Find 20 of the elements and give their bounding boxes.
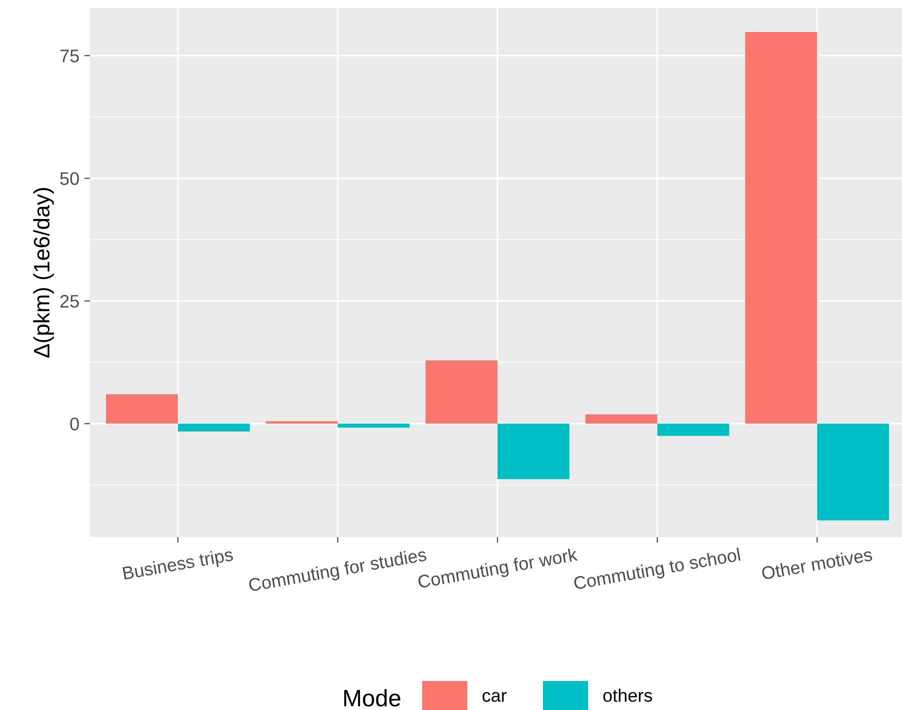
bar	[585, 414, 658, 424]
legend-label: others	[603, 688, 652, 702]
y-tick-label: 50	[60, 172, 79, 185]
bar	[178, 424, 250, 432]
bar	[266, 421, 338, 424]
x-tick-label: Other motives	[761, 548, 873, 580]
bar	[817, 424, 890, 520]
bar	[106, 394, 178, 424]
bar	[426, 360, 498, 424]
legend-label: car	[482, 692, 507, 702]
bar	[657, 424, 730, 436]
bar	[498, 424, 570, 480]
y-tick-label: 25	[60, 294, 79, 308]
bar	[338, 424, 410, 428]
bar	[745, 32, 818, 424]
y-axis-title: Δ(pkm) (1e6/day)	[33, 188, 54, 358]
y-tick-label: 0	[70, 418, 79, 430]
legend-title: Mode	[344, 689, 400, 707]
y-tick-label: 75	[60, 50, 79, 62]
x-tick-label: Business trips	[122, 548, 234, 584]
